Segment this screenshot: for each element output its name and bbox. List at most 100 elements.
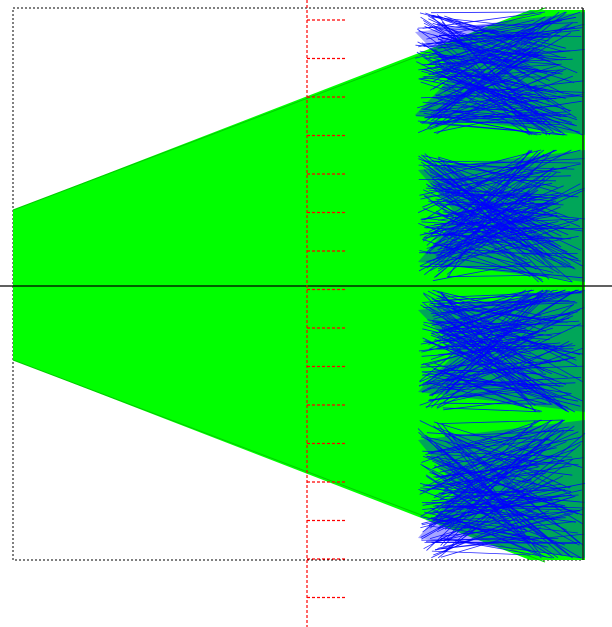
focus-ray	[437, 23, 550, 42]
focus-ray	[434, 466, 538, 488]
focus-ray	[418, 155, 532, 239]
focus-ray	[439, 289, 579, 333]
focus-ray	[427, 49, 585, 66]
focus-ray	[430, 332, 583, 402]
focus-ray	[430, 11, 535, 14]
focus-ray	[435, 210, 537, 270]
focus-ray	[442, 68, 584, 98]
focus-ray	[439, 80, 531, 136]
focus-ray	[441, 86, 573, 123]
focus-ray	[415, 44, 567, 58]
focus-lobe-core	[415, 12, 585, 135]
focus-ray	[440, 289, 566, 326]
focus-ray	[435, 332, 536, 406]
beam-fill	[13, 10, 585, 560]
focus-ray	[432, 120, 560, 125]
focus-ray	[421, 345, 576, 357]
focus-ray	[432, 305, 559, 322]
focus-ray	[431, 14, 566, 49]
focus-ray	[436, 289, 535, 308]
focus-ray	[423, 121, 546, 124]
focus-ray	[420, 16, 571, 112]
focus-lobe-core	[418, 290, 585, 412]
focus-ray	[431, 550, 531, 556]
focus-ray	[432, 16, 529, 28]
focus-ray	[435, 42, 563, 61]
focus-ray	[446, 429, 534, 503]
focus-ray	[418, 19, 535, 48]
focus-ray	[432, 149, 542, 179]
focus-ray	[423, 20, 577, 119]
focus-ray	[430, 182, 526, 258]
focus-ray	[437, 304, 568, 323]
focus-ray	[441, 533, 585, 549]
focus-ray	[446, 377, 582, 386]
focus-ray	[427, 306, 541, 366]
focus-ray	[416, 28, 566, 136]
focus-ray	[421, 221, 531, 230]
focus-ray	[445, 464, 572, 493]
focus-ray	[444, 247, 553, 256]
focus-ray	[425, 160, 581, 164]
focus-ray	[417, 65, 559, 109]
focus-ray	[444, 289, 550, 347]
focus-ray	[434, 69, 561, 127]
focus-ray	[436, 313, 570, 338]
focus-ray	[419, 420, 572, 496]
focus-ray	[439, 293, 536, 298]
focus-ray	[439, 114, 548, 120]
focus-ray	[428, 525, 527, 541]
focus-ray	[442, 407, 541, 413]
focus-ray	[441, 326, 538, 385]
focus-ray	[423, 189, 579, 260]
focus-lobe	[417, 419, 586, 559]
focus-ray	[422, 165, 559, 249]
focus-ray	[431, 202, 585, 220]
focus-ray	[428, 289, 566, 345]
focus-ray	[422, 298, 536, 387]
focus-ray	[415, 20, 562, 59]
focus-ray	[438, 32, 572, 111]
focus-ray	[429, 189, 557, 202]
focus-ray	[444, 510, 561, 518]
focus-ray	[426, 153, 545, 255]
focus-ray	[429, 343, 573, 396]
focus-ray	[437, 26, 576, 49]
focus-ray	[423, 22, 564, 94]
focus-ray	[434, 465, 580, 546]
focus-ray	[430, 15, 552, 126]
focus-ray	[438, 182, 581, 251]
focus-ray	[431, 227, 528, 237]
focus-ray	[420, 93, 536, 99]
focus-ray	[425, 183, 530, 249]
focus-ray	[436, 475, 564, 542]
focus-ray	[428, 323, 582, 396]
focus-ray	[447, 504, 577, 523]
focus-ray	[423, 30, 580, 45]
focus-lobe	[417, 149, 585, 283]
focus-ray	[421, 327, 526, 353]
focus-ray	[434, 292, 582, 301]
focus-ray	[419, 444, 529, 495]
focus-ray	[429, 371, 572, 395]
focus-ray	[421, 58, 573, 66]
focus-ray	[441, 21, 554, 133]
focus-ray	[433, 426, 570, 452]
beam-lower-edge	[12, 359, 546, 563]
focus-ray	[441, 419, 541, 485]
focus-ray	[440, 11, 566, 74]
focus-ray	[419, 250, 573, 283]
focus-ray	[435, 198, 558, 217]
focus-ray	[436, 70, 541, 97]
focus-ray	[436, 68, 539, 135]
focus-ray	[446, 463, 573, 559]
focus-ray	[438, 201, 554, 221]
focus-ray	[436, 14, 532, 136]
focus-ray	[420, 163, 581, 200]
focus-ray	[438, 236, 579, 263]
focus-ray	[441, 38, 528, 58]
focus-ray	[426, 419, 566, 492]
focus-ray	[422, 149, 557, 208]
focus-ray	[437, 300, 570, 304]
